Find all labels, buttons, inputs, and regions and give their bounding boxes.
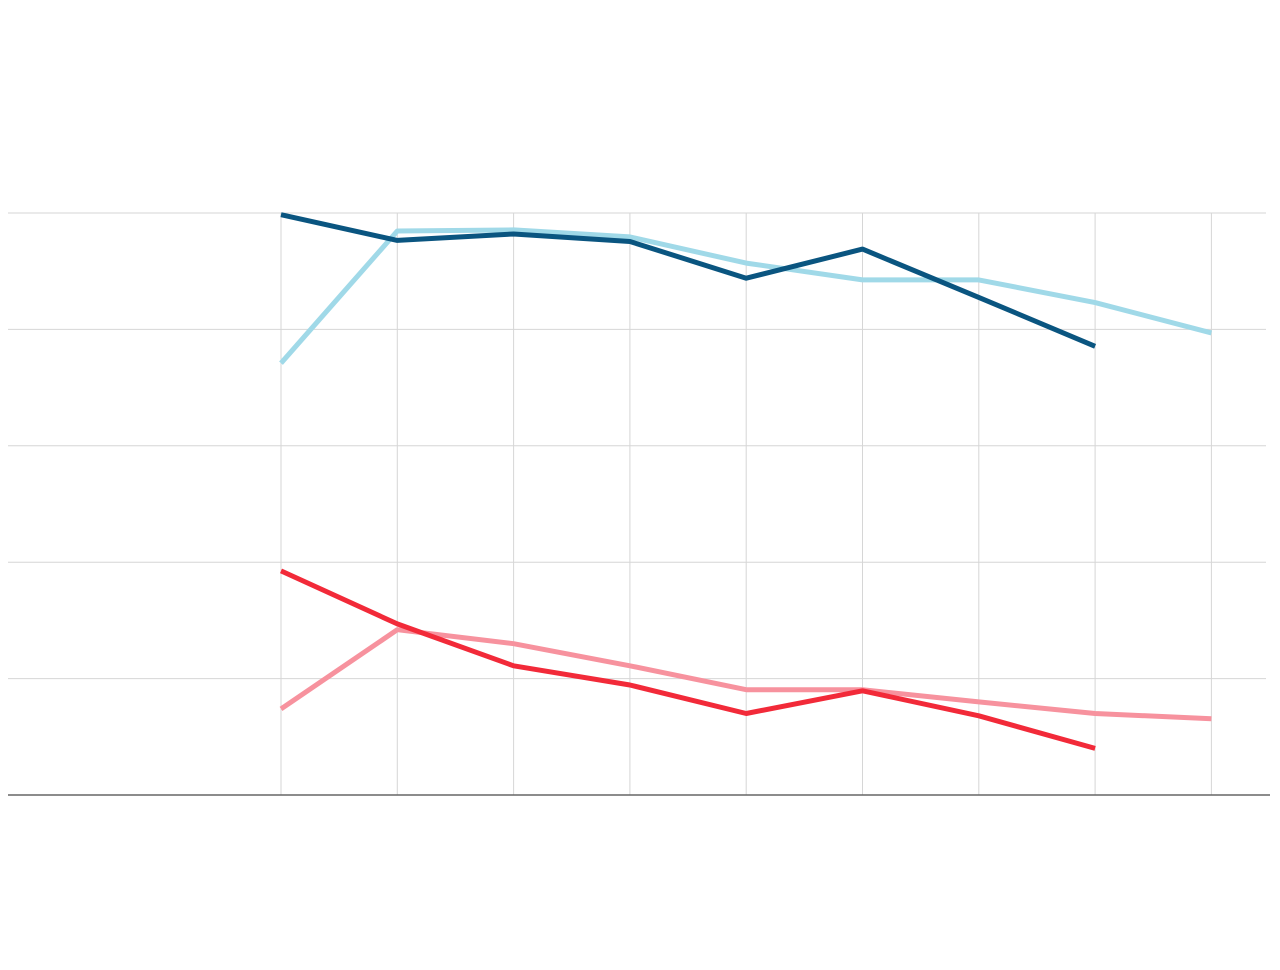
vertical-gridlines (280, 213, 1212, 795)
horizontal-gridlines (8, 212, 1266, 680)
series-line-0 (279, 227, 1213, 365)
series-line-3 (279, 568, 1096, 751)
series-line-2 (279, 627, 1212, 722)
series-layer (279, 212, 1213, 751)
series-line-1 (280, 212, 1097, 349)
